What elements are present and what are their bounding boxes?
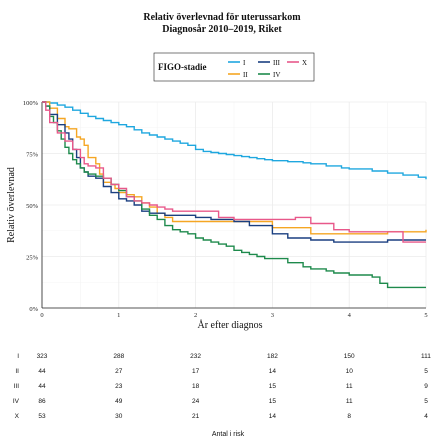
chart-title: Relativ överlevnad för uterussarkom bbox=[143, 12, 301, 23]
risk-cell: 15 bbox=[269, 383, 277, 390]
risk-cell: 14 bbox=[269, 368, 277, 375]
series-line-i bbox=[42, 101, 427, 180]
risk-cell: 5 bbox=[424, 368, 428, 375]
chart-subtitle: Diagnosår 2010–2019, Riket bbox=[162, 24, 282, 35]
risk-cell: 288 bbox=[113, 353, 124, 360]
risk-cell: 323 bbox=[37, 353, 48, 360]
risk-cell: 30 bbox=[115, 413, 123, 420]
risk-cell: 15 bbox=[269, 398, 277, 405]
risk-cell: 14 bbox=[269, 413, 277, 420]
x-axis-label: År efter diagnos bbox=[198, 319, 263, 331]
y-tick-label: 0% bbox=[29, 306, 38, 313]
y-tick-label: 100% bbox=[23, 100, 39, 107]
risk-cell: 182 bbox=[267, 353, 278, 360]
risk-cell: 23 bbox=[115, 383, 123, 390]
y-tick-label: 50% bbox=[26, 203, 39, 210]
risk-cell: 44 bbox=[38, 383, 46, 390]
risk-cell: 11 bbox=[346, 383, 353, 390]
risk-cell: 232 bbox=[190, 353, 201, 360]
legend-label-i: I bbox=[243, 59, 246, 67]
risk-cell: 17 bbox=[192, 368, 200, 375]
risk-row-label: III bbox=[14, 383, 20, 390]
risk-table-caption: Antal i risk bbox=[212, 431, 245, 438]
risk-cell: 4 bbox=[424, 413, 428, 420]
risk-cell: 21 bbox=[192, 413, 200, 420]
risk-table: I 323 288 232 182 150 111 II 44 27 17 14 10 5 III 44 23 1… bbox=[13, 353, 431, 420]
risk-row-label: X bbox=[15, 413, 20, 420]
axes: 0% 25% 50% 75% 100% 0 1 2 3 4 5 bbox=[23, 100, 428, 319]
legend-title: FIGO-stadie bbox=[158, 62, 207, 72]
risk-cell: 111 bbox=[421, 353, 431, 360]
risk-row-label: II bbox=[15, 368, 19, 375]
legend-label-iv: IV bbox=[273, 71, 280, 79]
grid bbox=[41, 101, 427, 309]
series-layer bbox=[42, 101, 427, 289]
y-axis-label: Relativ överlevnad bbox=[6, 167, 17, 243]
risk-cell: 10 bbox=[346, 368, 354, 375]
risk-cell: 150 bbox=[344, 353, 355, 360]
legend-box bbox=[153, 52, 315, 82]
risk-cell: 24 bbox=[192, 398, 200, 405]
risk-cell: 9 bbox=[424, 383, 428, 390]
x-tick-label: 1 bbox=[117, 312, 120, 319]
x-tick-label: 2 bbox=[194, 312, 197, 319]
x-tick-label: 4 bbox=[348, 312, 352, 319]
series-line-x bbox=[42, 101, 426, 243]
x-tick-label: 0 bbox=[40, 312, 43, 319]
legend: FIGO-stadie I III XII IV bbox=[153, 52, 315, 82]
risk-row-label: IV bbox=[13, 398, 20, 405]
x-tick-label: 5 bbox=[424, 312, 427, 319]
legend-label-iii: III bbox=[273, 59, 281, 67]
risk-cell: 86 bbox=[38, 398, 46, 405]
legend-label-ii: II bbox=[243, 71, 248, 79]
risk-cell: 18 bbox=[192, 383, 200, 390]
y-tick-label: 75% bbox=[26, 152, 39, 159]
risk-cell: 53 bbox=[38, 413, 46, 420]
series-line-iv bbox=[42, 101, 426, 289]
risk-row-label: I bbox=[17, 353, 19, 360]
risk-cell: 5 bbox=[424, 398, 428, 405]
risk-cell: 44 bbox=[38, 368, 46, 375]
risk-cell: 27 bbox=[115, 368, 123, 375]
risk-cell: 11 bbox=[346, 398, 353, 405]
x-tick-label: 3 bbox=[271, 312, 274, 319]
series-line-iii bbox=[42, 101, 426, 243]
risk-cell: 49 bbox=[115, 398, 123, 405]
y-tick-label: 25% bbox=[26, 255, 39, 262]
legend-label-x: X bbox=[302, 59, 307, 67]
risk-cell: 8 bbox=[347, 413, 351, 420]
